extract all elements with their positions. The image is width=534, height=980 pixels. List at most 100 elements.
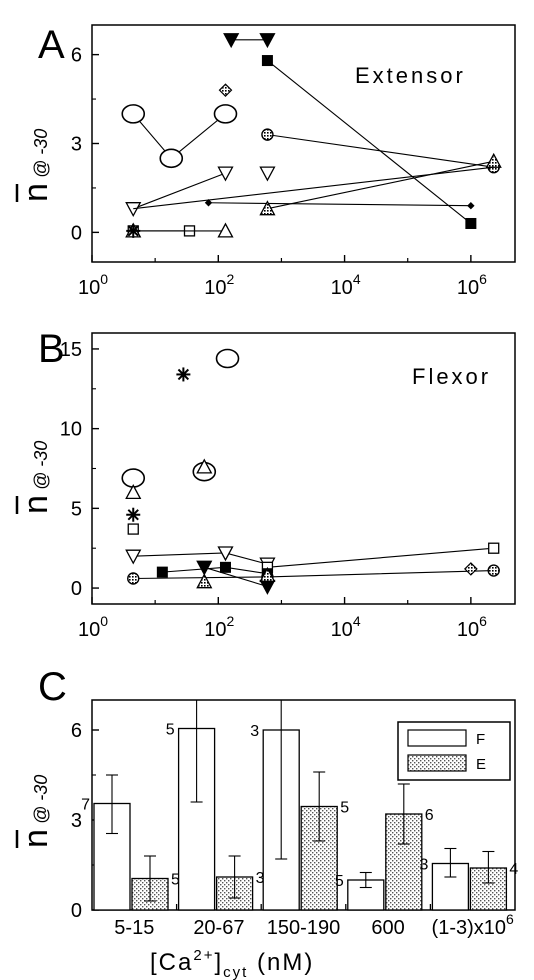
- panel-c-ylabel-main: n: [17, 829, 55, 848]
- x-tick-label: 100: [78, 613, 108, 641]
- x-category-label: (1-3)x106: [432, 911, 514, 939]
- y-tick-label: 6: [71, 45, 82, 67]
- data-point-triangle-up-hatched: [259, 566, 276, 582]
- sample-size-label: 5: [171, 872, 180, 889]
- legend-label-f: F: [476, 731, 485, 748]
- xlabel-main: [Ca: [150, 949, 193, 976]
- sample-size-label: 3: [419, 857, 428, 874]
- data-point-triangle-up: [196, 458, 213, 474]
- data-point-triangle-down: [217, 546, 234, 562]
- data-point-triangle-down-filled: [196, 560, 213, 576]
- xlabel-close: ]: [214, 949, 223, 976]
- panel-c-chart: C n @ -30 0 3 6 5-15 20-67 150-190 600 (1-3)x10…: [15, 665, 518, 980]
- data-point-star: [126, 507, 141, 522]
- data-point-triangle-down: [259, 166, 276, 182]
- star-stroke: [127, 225, 139, 237]
- legend-label-e: E: [476, 756, 486, 773]
- y-tick-label: 0: [71, 222, 82, 244]
- y-tick-label: 0: [71, 578, 82, 600]
- legend-swatch-e: [407, 754, 467, 772]
- sample-size-label: 3: [256, 870, 265, 887]
- data-point-triangle-down-filled: [259, 33, 276, 49]
- data-point-triangle-up-hatched: [259, 200, 276, 216]
- panel-a-chart: A Extensor n @ -30 100 102 104 106 0 3 6: [15, 23, 516, 299]
- panel-b-annotation: Flexor: [412, 364, 491, 389]
- y-tick-label: 3: [71, 810, 82, 832]
- data-point-triangle-up-hatched: [485, 152, 502, 168]
- data-point-star: [126, 223, 141, 238]
- panel-a-plot-frame: [91, 24, 516, 263]
- sample-size-label: 5: [335, 873, 344, 890]
- data-point-square-filled: [156, 566, 168, 578]
- data-point-diamond-small: [204, 199, 213, 207]
- x-category-label: 600: [371, 917, 404, 939]
- panel-c-ylabel-sub: @ -30: [31, 775, 51, 824]
- x-category-label: 150-190: [267, 917, 340, 939]
- star-stroke: [127, 509, 139, 521]
- data-point-triangle-down-filled: [223, 33, 240, 49]
- y-tick-label: 10: [60, 419, 82, 441]
- bar-f: [347, 879, 385, 911]
- panel-a-letter: A: [38, 23, 65, 67]
- data-point-circle-hatched: [127, 572, 140, 585]
- data-point-circle-large: [213, 104, 238, 124]
- panel-a-ylabel-sub: @ -30: [31, 129, 51, 178]
- y-tick-label: 5: [71, 498, 82, 520]
- y-tick-label: 6: [71, 720, 82, 742]
- data-point-diamond-small: [467, 202, 475, 210]
- panel-c-y-axis-label: n @ -30: [15, 775, 55, 848]
- data-point-square-filled: [219, 561, 231, 573]
- series-line: [133, 166, 494, 210]
- data-point-triangle-up: [217, 222, 234, 238]
- series-line: [133, 569, 494, 580]
- x-tick-label: 102: [204, 613, 234, 641]
- data-point-triangle-down: [125, 202, 142, 218]
- bar-e: [300, 805, 338, 911]
- xlabel-sup: 2+: [193, 947, 214, 964]
- y-tick-label: 3: [71, 134, 82, 156]
- panel-b-ylabel-main: n: [17, 495, 55, 514]
- panel-c-legend: F E: [397, 721, 511, 781]
- xlabel-units: (nM): [248, 949, 314, 976]
- x-category-label: 5-15: [114, 917, 154, 939]
- xlabel-sub: cyt: [223, 964, 248, 980]
- sample-size-label: 4: [509, 861, 518, 878]
- sample-size-label: 5: [166, 722, 175, 739]
- x-tick-label: 104: [331, 271, 361, 299]
- series-line: [267, 547, 494, 568]
- data-point-circle-hatched: [487, 564, 500, 577]
- data-point-triangle-down: [217, 166, 234, 182]
- series-line: [133, 172, 226, 210]
- panel-a-y-axis-label: n @ -30: [15, 129, 55, 202]
- x-tick-label: 106: [457, 613, 487, 641]
- data-point-circle-large: [159, 148, 184, 169]
- data-point-star: [176, 367, 191, 382]
- data-point-square-open: [488, 542, 500, 554]
- data-point-triangle-down-filled: [259, 579, 276, 595]
- data-point-circle-hatched: [261, 128, 274, 141]
- panel-c-xlabel: [Ca2+]cyt (nM): [150, 947, 314, 980]
- panel-b-y-axis-label: n @ -30: [15, 441, 55, 514]
- data-point-square-filled: [261, 55, 273, 67]
- panel-b-letter: B: [38, 327, 65, 371]
- panel-b-ylabel-sub: @ -30: [31, 441, 51, 490]
- series-line: [204, 566, 268, 587]
- panel-c-letter: C: [38, 665, 67, 709]
- series-line: [267, 160, 494, 210]
- series-line: [267, 60, 472, 224]
- panel-a-ylabel-main: n: [17, 183, 55, 202]
- data-point-circle-large: [121, 104, 146, 124]
- data-point-triangle-up-hatched: [196, 573, 213, 589]
- x-tick-label: 102: [204, 271, 234, 299]
- sample-size-label: 6: [425, 807, 434, 824]
- panel-a-annotation: Extensor: [355, 63, 466, 88]
- sample-size-label: 5: [340, 800, 349, 817]
- x-tick-label: 104: [331, 613, 361, 641]
- star-stroke: [177, 368, 190, 381]
- x-tick-label: 106: [457, 271, 487, 299]
- data-point-square-open: [127, 523, 139, 535]
- y-tick-label: 15: [60, 339, 82, 361]
- series-line: [208, 202, 471, 207]
- data-point-diamond-hatched: [464, 562, 478, 576]
